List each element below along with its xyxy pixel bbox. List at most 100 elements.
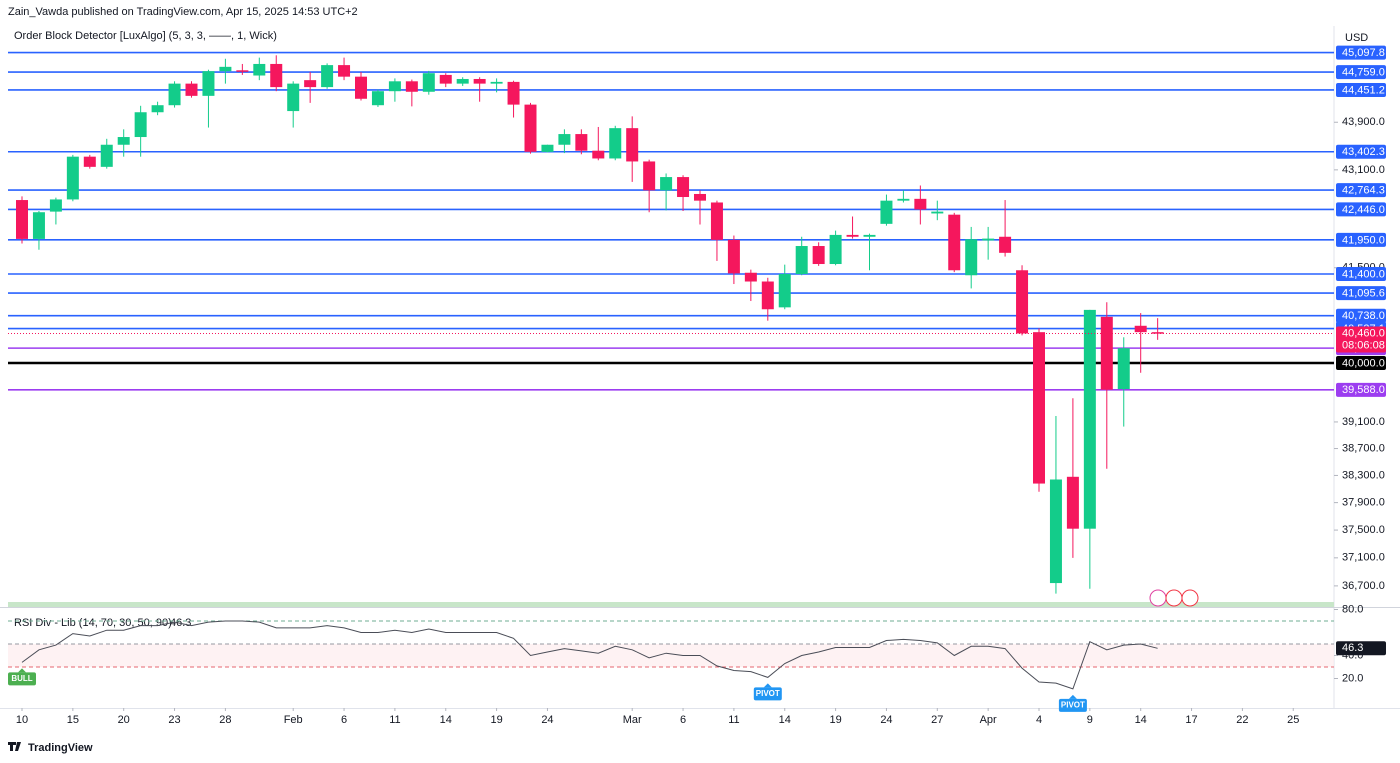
candle-body: [931, 211, 944, 214]
countdown: 08:06:08: [1342, 339, 1385, 351]
candle-body: [626, 128, 639, 162]
level-label-text: 42,446.0: [1342, 204, 1385, 216]
x-tick-label: 23: [168, 714, 180, 726]
candle-body: [1049, 479, 1062, 584]
y-tick-label: 43,900.0: [1342, 116, 1385, 128]
annotation-pointer: [18, 668, 26, 673]
annotation: BULL: [8, 668, 36, 686]
candle-body: [439, 74, 452, 84]
candle-body: [880, 200, 893, 224]
candle-body: [1100, 316, 1113, 390]
level-label-box: [1336, 45, 1386, 60]
candle-body: [710, 202, 723, 240]
candle-body: [1151, 332, 1164, 334]
candle-body: [236, 70, 249, 72]
circles: [1149, 589, 1199, 607]
level-label: 44,451.2: [1336, 82, 1386, 97]
level-label-text: 43,402.3: [1342, 146, 1385, 158]
level-label-text: 44,759.0: [1342, 66, 1385, 78]
x-tick-label: Feb: [284, 714, 303, 726]
candle-body: [321, 65, 334, 88]
x-tick-label: 14: [1135, 714, 1147, 726]
x-tick-label: 22: [1236, 714, 1248, 726]
candle-body: [355, 76, 367, 99]
x-tick-label: 19: [490, 714, 502, 726]
level-label-box: [1336, 183, 1386, 198]
candle-body: [1134, 325, 1147, 333]
y-tick-label: 36,700.0: [1342, 580, 1385, 592]
x-tick-label: 27: [931, 714, 943, 726]
logo: [8, 742, 21, 751]
candle-body: [999, 236, 1012, 253]
candle-body: [812, 246, 825, 265]
candle-body: [609, 128, 622, 159]
annotation-pointer: [1068, 694, 1077, 699]
y-tick-label: 37,900.0: [1342, 497, 1385, 509]
candle-body: [795, 246, 808, 275]
candle-body: [151, 105, 164, 113]
candle-body: [982, 238, 995, 241]
x-tick-label: 25: [1287, 714, 1299, 726]
level-label: 42,764.3: [1336, 183, 1386, 198]
annotation-text: PIVOT: [1061, 700, 1085, 709]
event-icon[interactable]: [1149, 589, 1167, 607]
x-tick-label: 6: [680, 714, 686, 726]
annotation-box: [8, 672, 36, 686]
candle-body: [32, 212, 45, 239]
level-label-text: 40,000.0: [1342, 357, 1385, 369]
indicator-title: Order Block Detector [LuxAlgo] (5, 3, 3,…: [14, 30, 277, 42]
candle-body: [643, 161, 656, 191]
x-tick-label: 28: [219, 714, 231, 726]
y-tick-label: 80.0: [1342, 603, 1363, 615]
annotation-pointer: [763, 683, 772, 688]
level-label-box: [1336, 308, 1386, 323]
candle-body: [405, 81, 418, 92]
brand: TradingView: [28, 742, 93, 754]
y-tick-label: 39,100.0: [1342, 416, 1385, 428]
y-tick-label: 37,500.0: [1342, 524, 1385, 536]
candle-body: [863, 234, 876, 237]
rsi-title: RSI Div - Lib (14, 70, 30, 50, 90): [14, 617, 172, 629]
level-label: 45,097.8: [1336, 45, 1386, 60]
candle-body: [1083, 309, 1096, 529]
candle-body: [473, 78, 486, 84]
candle-body: [49, 199, 62, 212]
publisher: Zain_Vawda published on TradingView.com,…: [8, 6, 358, 18]
level-label-box: [1336, 232, 1386, 247]
level-label-text: 40,738.0: [1342, 310, 1385, 322]
y-tick-label: 43,100.0: [1342, 164, 1385, 176]
level-label-text: 41,400.0: [1342, 268, 1385, 280]
candle-body: [592, 150, 605, 159]
candle-body: [846, 234, 859, 237]
candle-body: [1016, 270, 1029, 334]
candle-body: [388, 81, 401, 92]
candle-body: [117, 137, 130, 145]
candle-body: [575, 134, 588, 151]
level-label: 41,400.0: [1336, 267, 1386, 282]
level-label: 40,738.0: [1336, 308, 1386, 323]
x-tick-label: 14: [440, 714, 452, 726]
candle-body: [304, 80, 317, 88]
event-icon[interactable]: [1165, 589, 1183, 607]
price-label-text: 40,460.0: [1342, 327, 1385, 339]
level-label-box: [1336, 82, 1386, 97]
y-tick-label: 38,300.0: [1342, 469, 1385, 481]
annotation: PIVOT: [1058, 694, 1087, 712]
candle-body: [744, 272, 757, 282]
candle-body: [270, 63, 283, 88]
event-icon[interactable]: [1181, 589, 1199, 607]
candle-body: [541, 144, 554, 152]
candle-body: [371, 91, 384, 106]
y-tick-label: 37,100.0: [1342, 552, 1385, 564]
annotation-box: [753, 687, 782, 701]
x-tick-label: 6: [341, 714, 347, 726]
candle-body: [422, 73, 435, 92]
candle-body: [1117, 348, 1130, 390]
level-label: 41,950.0: [1336, 232, 1386, 247]
candle-body: [507, 81, 520, 105]
rsi-line: [21, 620, 1158, 690]
candle-body: [168, 83, 181, 106]
candle-body: [660, 177, 673, 191]
